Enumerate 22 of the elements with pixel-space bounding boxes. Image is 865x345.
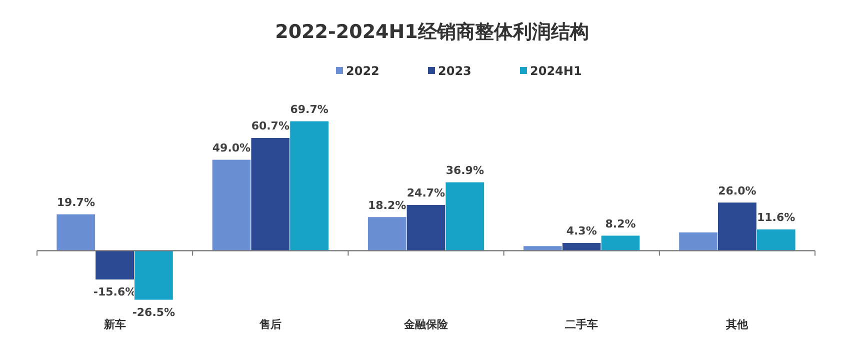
data-label: 4.3%: [566, 224, 597, 238]
data-label: 18.2%: [368, 198, 406, 212]
data-label: 19.7%: [56, 196, 95, 210]
data-label: 36.9%: [446, 164, 484, 178]
x-tick-label: 其他: [725, 318, 750, 331]
data-label: 26.0%: [718, 184, 756, 198]
x-tick-label: 售后: [258, 318, 282, 331]
data-label: -26.5%: [132, 306, 176, 319]
data-label: 49.0%: [212, 142, 251, 155]
legend-label: 2023: [438, 64, 472, 78]
legend-label: 2022: [346, 64, 380, 78]
data-label: 60.7%: [251, 120, 290, 133]
data-label: 69.7%: [290, 103, 328, 116]
data-label: -15.6%: [93, 286, 136, 299]
chart-title: 2022-2024H1经销商整体利润结构: [275, 21, 589, 43]
data-label: 24.7%: [406, 186, 446, 200]
x-tick-label: 金融保险: [403, 318, 449, 331]
data-label: 8.2%: [605, 217, 636, 230]
x-tick-label: 新车: [102, 318, 126, 331]
x-tick-label: 二手车: [565, 318, 598, 331]
data-label: 11.6%: [757, 211, 796, 224]
legend-label: 2024H1: [530, 64, 582, 78]
